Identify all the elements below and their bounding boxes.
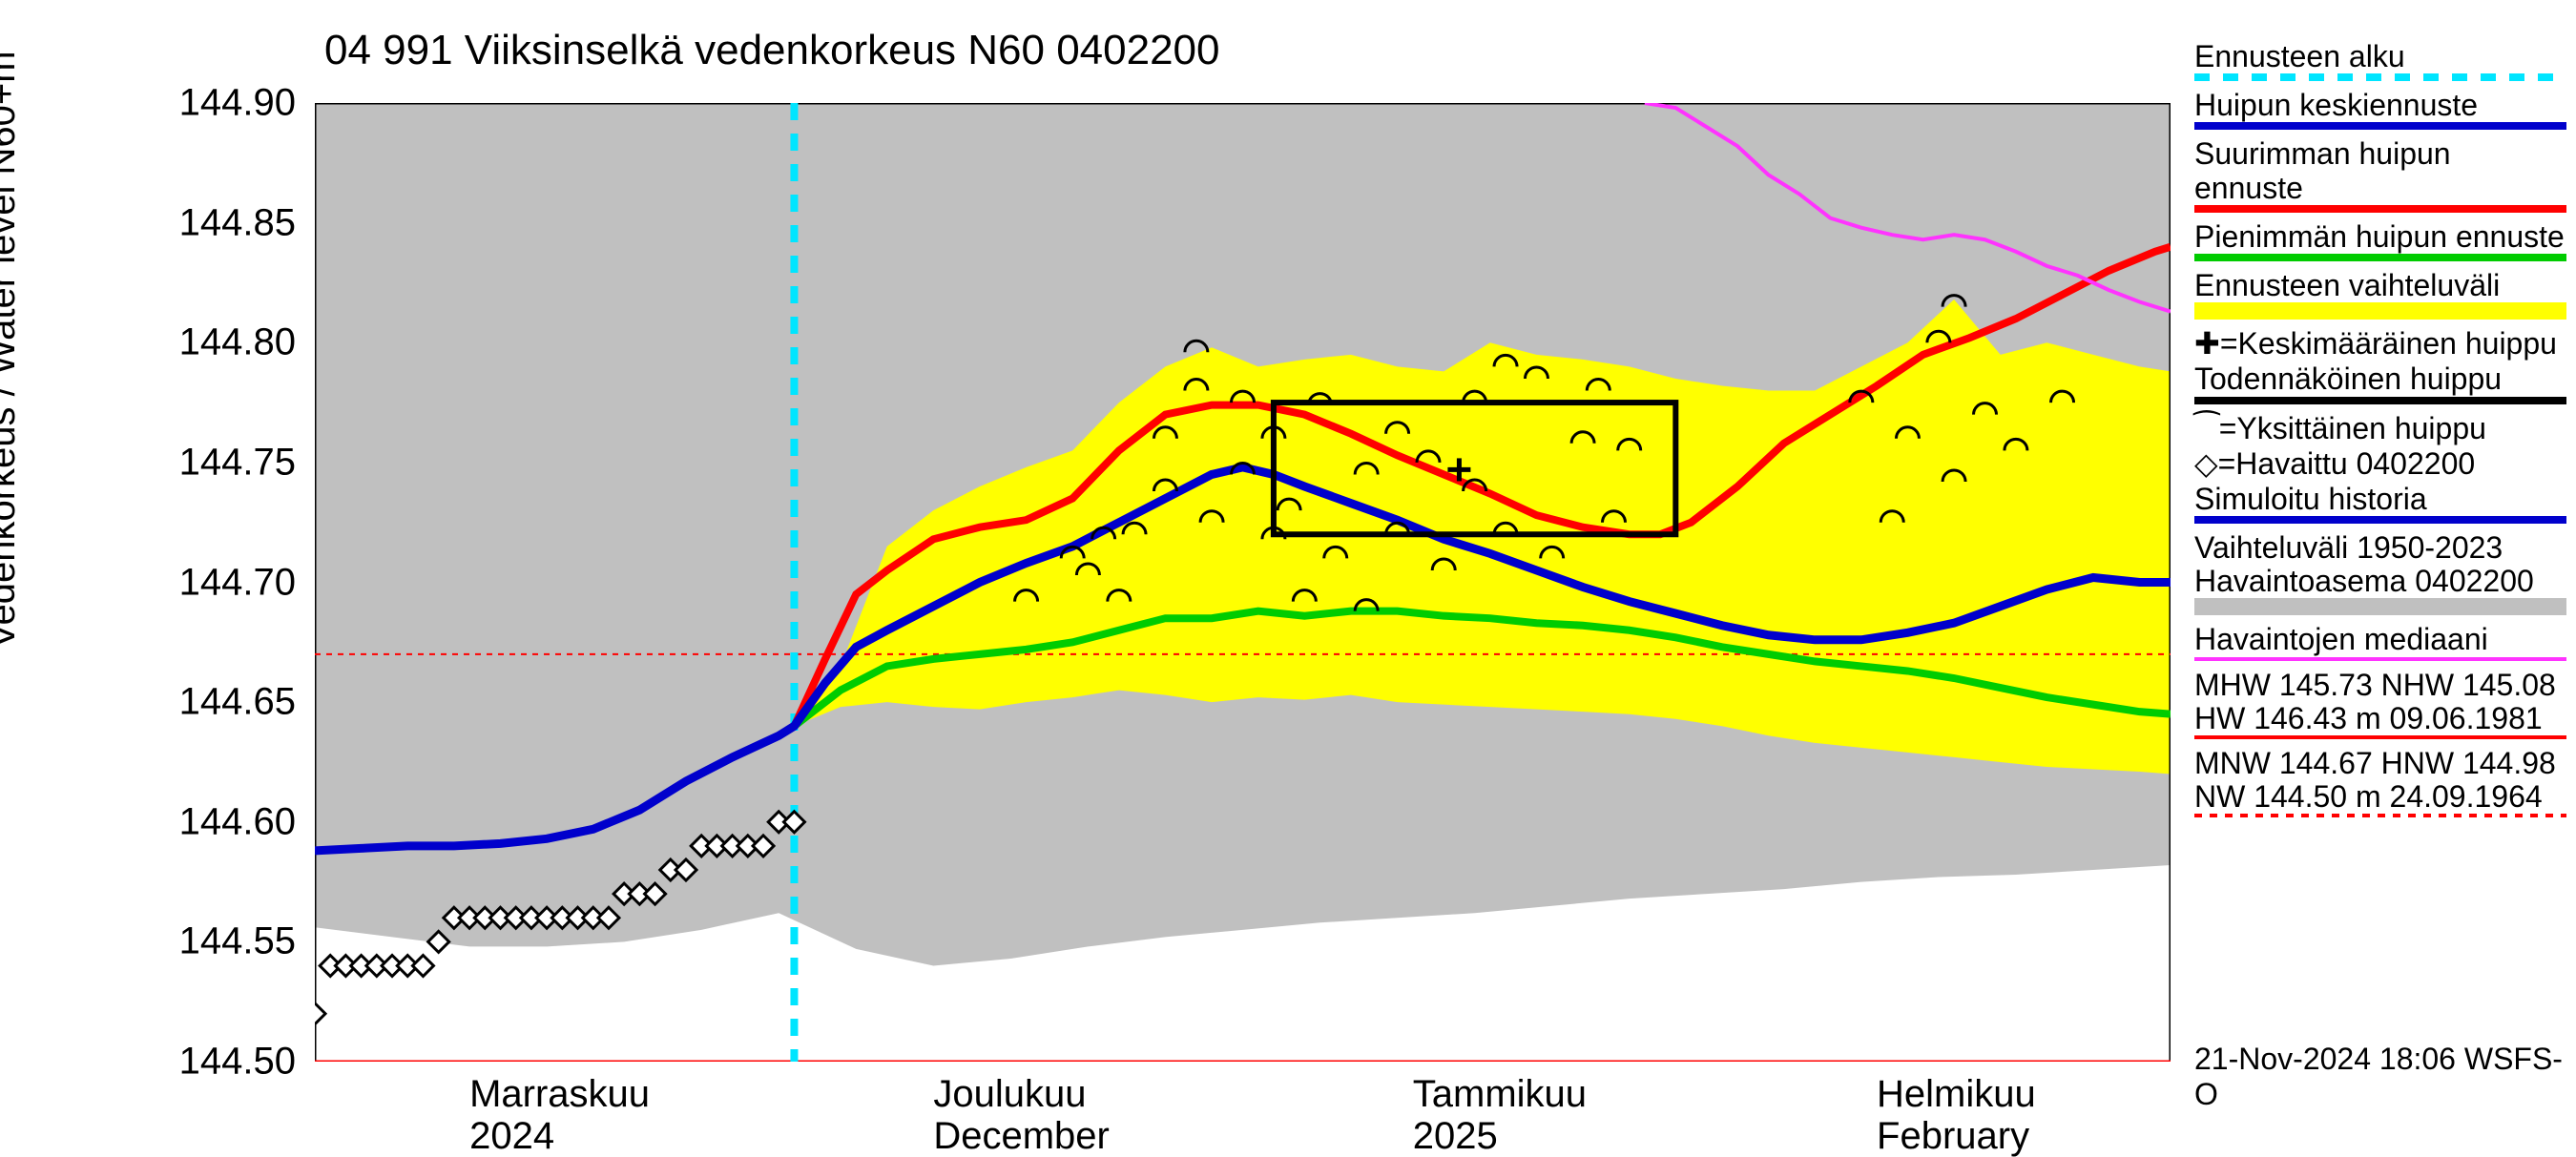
y-axis-label: Vedenkorkeus / Water level N60+m (0, 51, 24, 649)
legend-label: Todennäköinen huippu (2194, 362, 2566, 396)
legend-item: ⁀=Yksittäinen huippu (2194, 412, 2566, 445)
legend-item: Suurimman huipun ennuste (2194, 137, 2566, 212)
legend-item: Vaihteluväli 1950-2023 Havaintoasema 040… (2194, 531, 2566, 615)
legend-item: Simuloitu historia (2194, 483, 2566, 524)
legend-swatch (2194, 254, 2566, 261)
legend-label: Huipun keskiennuste (2194, 89, 2566, 122)
y-tick-label: 144.80 (179, 321, 296, 364)
legend-label: MNW 144.67 HNW 144.98 NW 144.50 m 24.09.… (2194, 747, 2566, 814)
legend-swatch (2194, 302, 2566, 320)
legend-label: Pienimmän huipun ennuste (2194, 220, 2566, 254)
legend-label: ◇=Havaittu 0402200 (2194, 447, 2566, 481)
chart-title: 04 991 Viiksinselkä vedenkorkeus N60 040… (324, 27, 1220, 74)
legend-item: Ennusteen vaihteluväli (2194, 269, 2566, 320)
legend-item: ✚=Keskimääräinen huippu (2194, 327, 2566, 361)
legend-swatch (2194, 122, 2566, 130)
chart-svg (315, 103, 2171, 1062)
legend-item: Pienimmän huipun ennuste (2194, 220, 2566, 261)
chart-container: 04 991 Viiksinselkä vedenkorkeus N60 040… (0, 0, 2576, 1145)
y-tick-label: 144.60 (179, 800, 296, 843)
plot-area (315, 103, 2171, 1062)
diamond-marker (412, 956, 433, 977)
legend-swatch (2194, 735, 2566, 739)
legend-item: ◇=Havaittu 0402200 (2194, 447, 2566, 481)
legend-swatch (2194, 814, 2566, 817)
legend-item: MHW 145.73 NHW 145.08 HW 146.43 m 09.06.… (2194, 669, 2566, 739)
legend-swatch (2194, 598, 2566, 615)
legend-item: MNW 144.67 HNW 144.98 NW 144.50 m 24.09.… (2194, 747, 2566, 817)
legend-label: Suurimman huipun ennuste (2194, 137, 2566, 204)
legend-label: Ennusteen vaihteluväli (2194, 269, 2566, 302)
y-tick-label: 144.75 (179, 441, 296, 484)
legend-swatch (2194, 657, 2566, 661)
legend-swatch (2194, 73, 2566, 81)
legend-item: Huipun keskiennuste (2194, 89, 2566, 130)
legend: Ennusteen alku Huipun keskiennuste Suurimm… (2194, 40, 2566, 825)
legend-item: Todennäköinen huippu (2194, 362, 2566, 403)
legend-swatch (2194, 205, 2566, 213)
legend-item: Havaintojen mediaani (2194, 623, 2566, 660)
legend-label: MHW 145.73 NHW 145.08 HW 146.43 m 09.06.… (2194, 669, 2566, 735)
legend-item: Ennusteen alku (2194, 40, 2566, 81)
legend-label: ⁀=Yksittäinen huippu (2194, 412, 2566, 445)
y-tick-label: 144.55 (179, 920, 296, 963)
legend-label: Vaihteluväli 1950-2023 Havaintoasema 040… (2194, 531, 2566, 598)
y-tick-label: 144.65 (179, 681, 296, 724)
legend-swatch (2194, 516, 2566, 524)
legend-label: Havaintojen mediaani (2194, 623, 2566, 656)
legend-label: Simuloitu historia (2194, 483, 2566, 516)
legend-swatch (2194, 397, 2566, 404)
y-tick-label: 144.50 (179, 1041, 296, 1084)
legend-label: Ennusteen alku (2194, 40, 2566, 73)
timestamp: 21-Nov-2024 18:06 WSFS-O (2194, 1042, 2576, 1112)
legend-label: ✚=Keskimääräinen huippu (2194, 327, 2566, 361)
y-tick-label: 144.90 (179, 82, 296, 125)
y-tick-label: 144.70 (179, 561, 296, 604)
diamond-marker (315, 1003, 325, 1024)
y-tick-label: 144.85 (179, 201, 296, 244)
